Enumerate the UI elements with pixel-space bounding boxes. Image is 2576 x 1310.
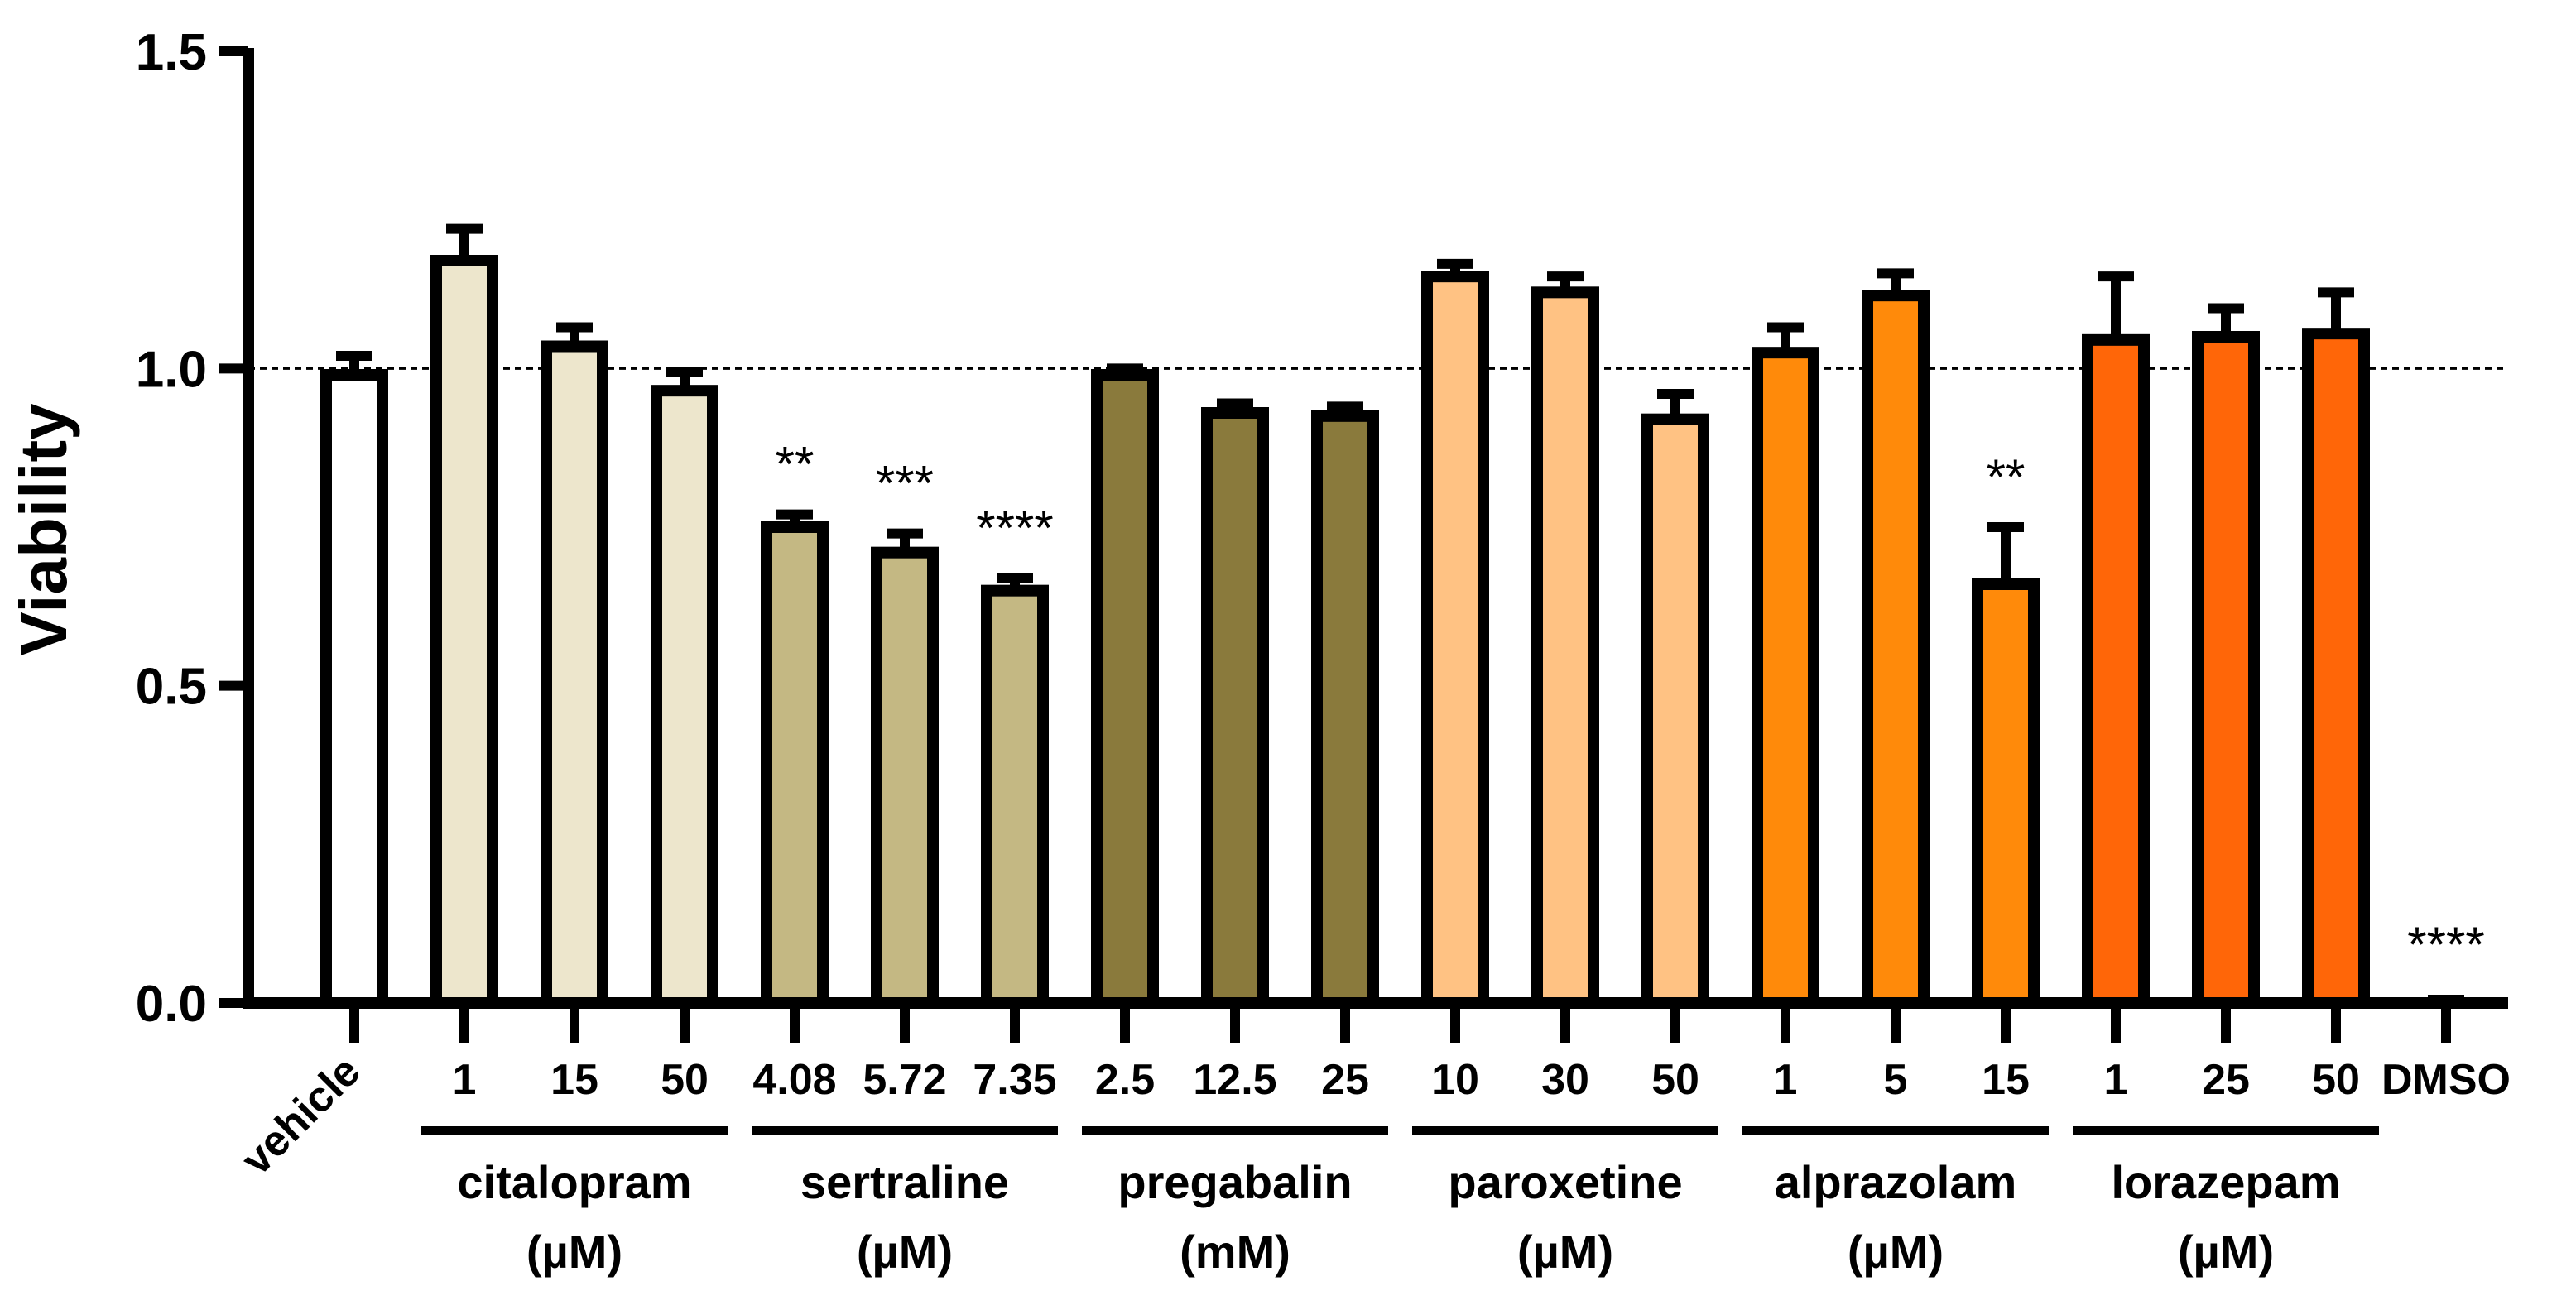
x-tick-label: 30 bbox=[1541, 1056, 1589, 1104]
significance-label: **** bbox=[2407, 917, 2484, 972]
significance-label: ** bbox=[1987, 449, 2026, 505]
bar bbox=[2192, 331, 2260, 1009]
x-tick-label: 5.72 bbox=[863, 1056, 946, 1104]
group-name-label: pregabalin bbox=[1117, 1156, 1352, 1208]
x-tick-label: 7.35 bbox=[973, 1056, 1056, 1104]
bar bbox=[430, 255, 498, 1009]
bar bbox=[2082, 333, 2150, 1010]
bar bbox=[320, 369, 388, 1009]
bar bbox=[1641, 413, 1709, 1009]
group-name-label: paroxetine bbox=[1448, 1156, 1682, 1208]
x-tick-label: 2.5 bbox=[1095, 1056, 1155, 1104]
bar bbox=[1531, 286, 1599, 1010]
bar bbox=[1752, 347, 1819, 1009]
significance-label: **** bbox=[976, 500, 1053, 555]
x-tick-label: 5 bbox=[1884, 1056, 1908, 1104]
group-name-label: lorazepam bbox=[2112, 1156, 2341, 1208]
x-tick-label: 12.5 bbox=[1193, 1056, 1276, 1104]
y-tick-label: 1.5 bbox=[136, 24, 207, 81]
bar bbox=[1091, 369, 1159, 1009]
x-tick-label: 50 bbox=[661, 1056, 709, 1104]
bar bbox=[541, 340, 608, 1009]
group-unit-label: (µM) bbox=[857, 1226, 953, 1278]
x-tick-label: 4.08 bbox=[752, 1056, 836, 1104]
x-tick-label: 50 bbox=[2312, 1056, 2360, 1104]
bar bbox=[1972, 578, 2040, 1009]
y-tick-label: 0.0 bbox=[136, 976, 207, 1033]
bar bbox=[981, 584, 1049, 1010]
y-tick-label: 0.5 bbox=[136, 659, 207, 716]
bar bbox=[871, 546, 939, 1009]
axes-layer bbox=[219, 46, 2508, 1135]
group-name-label: alprazolam bbox=[1775, 1156, 2017, 1208]
y-tick-label: 1.0 bbox=[136, 341, 207, 398]
group-unit-label: (µM) bbox=[526, 1226, 622, 1278]
x-tick-label: 50 bbox=[1651, 1056, 1699, 1104]
x-tick-label: 15 bbox=[550, 1056, 598, 1104]
group-unit-label: (mM) bbox=[1180, 1226, 1290, 1278]
group-name-label: sertraline bbox=[800, 1156, 1009, 1208]
bars-layer bbox=[320, 223, 2464, 1010]
x-tick-label: 25 bbox=[1321, 1056, 1369, 1104]
significance-label: ** bbox=[776, 437, 815, 492]
x-tick-label: 10 bbox=[1431, 1056, 1479, 1104]
x-tick-label: 1 bbox=[1774, 1056, 1798, 1104]
group-name-label: citalopram bbox=[457, 1156, 691, 1208]
group-unit-label: (µM) bbox=[1517, 1226, 1613, 1278]
x-tick-label: 15 bbox=[1982, 1056, 2030, 1104]
x-tick-label: 1 bbox=[453, 1056, 477, 1104]
bar bbox=[1421, 271, 1489, 1009]
group-unit-label: (µM) bbox=[2178, 1226, 2274, 1278]
significance-label: *** bbox=[876, 456, 934, 511]
group-unit-label: (µM) bbox=[1848, 1226, 1944, 1278]
x-tick-label: 1 bbox=[2104, 1056, 2128, 1104]
bar bbox=[1862, 290, 1930, 1009]
bar bbox=[1201, 407, 1269, 1009]
bar bbox=[1311, 410, 1379, 1010]
x-tick-label: vehicle bbox=[233, 1047, 370, 1184]
bar bbox=[761, 521, 829, 1009]
x-tick-label: 25 bbox=[2202, 1056, 2250, 1104]
y-axis-label: Viability bbox=[7, 403, 80, 656]
bar bbox=[651, 385, 718, 1009]
bar bbox=[2302, 328, 2370, 1009]
x-tick-label: DMSO bbox=[2381, 1056, 2511, 1104]
